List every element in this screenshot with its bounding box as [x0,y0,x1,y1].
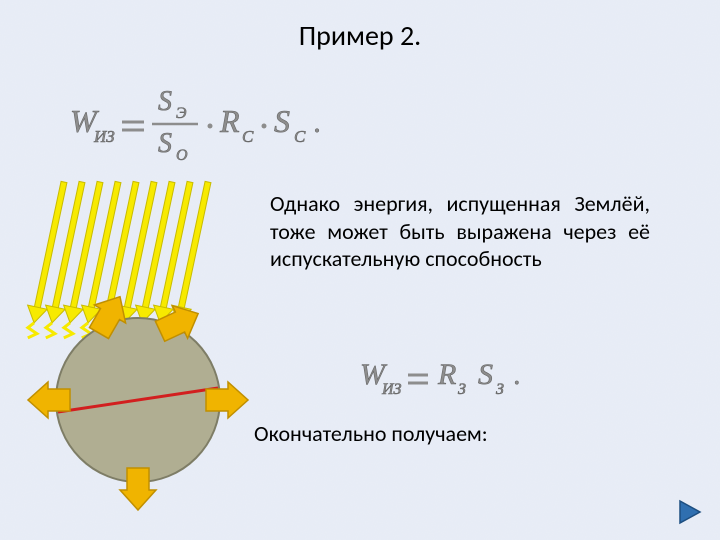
svg-text:R: R [437,358,456,391]
svg-text:З: З [458,381,466,398]
slide-title: Пример 2. [299,18,421,53]
earth-diagram [10,180,270,520]
svg-text:ИЗ: ИЗ [381,381,402,398]
svg-text:О: О [176,147,188,164]
svg-text:.: . [314,106,322,139]
svg-text:S: S [158,128,172,159]
body-text-2: Окончательно получаем: [254,420,654,447]
svg-text:S: S [274,103,290,139]
svg-text:.: . [514,360,521,391]
svg-text:С: С [242,127,254,146]
formula-mid: W ИЗ R З S З . [360,348,580,408]
svg-text:S: S [478,358,493,391]
next-slide-button[interactable] [676,498,704,526]
formula-top: W ИЗ S Э S О R С S С . [70,80,370,170]
svg-text:Э: Э [176,105,187,122]
svg-text:R: R [219,103,240,139]
body-text-1: Однако энергия, испущенная Землёй, тоже … [270,190,650,273]
svg-text:З: З [496,381,504,398]
svg-text:С: С [294,127,306,146]
svg-text:ИЗ: ИЗ [93,127,115,146]
svg-text:S: S [158,86,172,117]
